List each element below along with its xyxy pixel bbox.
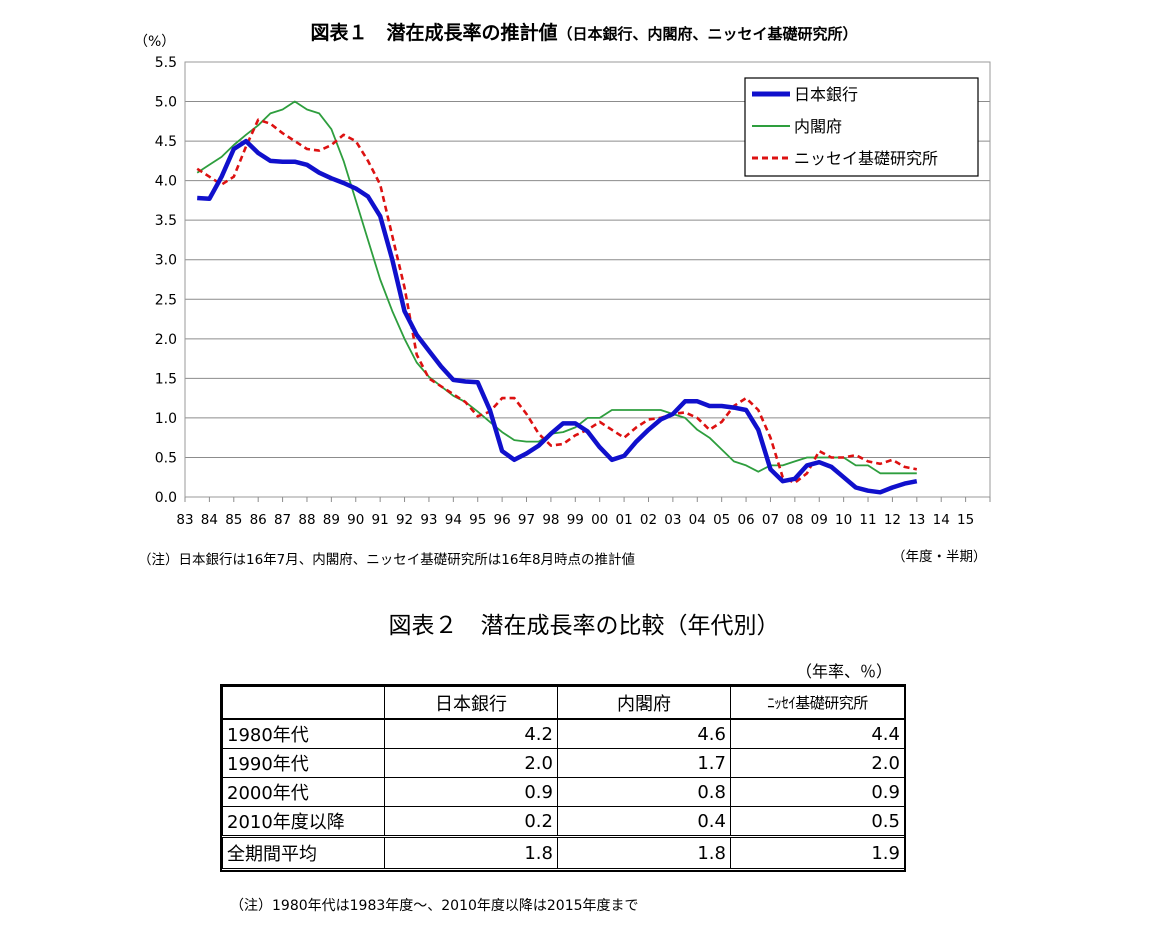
cell-nissay: 2.0 bbox=[730, 748, 905, 778]
legend-label-nissay: ニッセイ基礎研究所 bbox=[794, 149, 938, 168]
y-tick-label: 4.0 bbox=[155, 174, 177, 190]
x-tick-label: 05 bbox=[713, 512, 730, 528]
x-tick-label: 86 bbox=[250, 512, 267, 528]
line-boj bbox=[197, 138, 918, 495]
x-tick-label: 87 bbox=[274, 512, 291, 528]
y-tick-label: 2.0 bbox=[155, 332, 177, 348]
x-tick-label: 98 bbox=[542, 512, 559, 528]
cell-boj: 4.2 bbox=[384, 718, 558, 749]
x-tick-label: 84 bbox=[201, 512, 218, 528]
x-tick-label: 95 bbox=[469, 512, 486, 528]
cell-boj: 0.9 bbox=[384, 777, 558, 807]
y-unit-label: （%） bbox=[134, 34, 175, 50]
x-tick-label: 08 bbox=[786, 512, 803, 528]
y-axis-ticks: 0.0 0.5 1.0 1.5 2.0 2.5 3.0 3.5 4.0 4.5 5.0 5.5 bbox=[155, 55, 177, 506]
cell-boj: 2.0 bbox=[384, 748, 558, 778]
line-nissay bbox=[196, 118, 918, 485]
table-unit: （年率、％） bbox=[796, 662, 893, 681]
cell-nissay: 1.9 bbox=[730, 835, 905, 869]
x-tick-label: 89 bbox=[323, 512, 340, 528]
x-tick-label: 94 bbox=[445, 512, 462, 528]
y-tick-label: 3.5 bbox=[155, 213, 177, 229]
x-tick-label: 85 bbox=[225, 512, 242, 528]
y-tick-label: 4.5 bbox=[155, 134, 177, 150]
x-tick-label: 90 bbox=[347, 512, 364, 528]
header-boj: 日本銀行 bbox=[384, 686, 558, 720]
table-row: 1980年代 4.2 4.6 4.4 bbox=[222, 718, 905, 749]
x-tick-label: 88 bbox=[298, 512, 315, 528]
chart1-title: 図表１ 潜在成長率の推計値（日本銀行、内閣府、ニッセイ基礎研究所） bbox=[0, 18, 1168, 45]
y-tick-label: 0.0 bbox=[155, 490, 177, 506]
comparison-table-frame: 日本銀行 内閣府 ﾆｯｾｲ基礎研究所 1980年代 4.2 4.6 4.4 19… bbox=[220, 684, 906, 872]
x-tick-label: 97 bbox=[518, 512, 535, 528]
row-label: 2010年度以降 bbox=[222, 806, 385, 837]
x-tick-label: 14 bbox=[933, 512, 950, 528]
header-nissay: ﾆｯｾｲ基礎研究所 bbox=[730, 686, 905, 720]
x-tick-label: 92 bbox=[396, 512, 413, 528]
x-tick-label: 93 bbox=[420, 512, 437, 528]
x-tick-label: 99 bbox=[567, 512, 584, 528]
y-tick-label: 5.0 bbox=[155, 95, 177, 111]
x-tick-label: 10 bbox=[835, 512, 852, 528]
chart1-title-main: 図表１ 潜在成長率の推計値 bbox=[310, 22, 558, 44]
cell-nissay: 4.4 bbox=[730, 718, 905, 749]
y-tick-label: 0.5 bbox=[155, 450, 177, 466]
x-tick-label: 03 bbox=[664, 512, 681, 528]
row-label: 1990年代 bbox=[222, 748, 385, 778]
potential-growth-line-chart: （%） 0.0 0.5 1.0 1.5 2.0 2.5 3.0 3.5 4.0 4.5 5.0 5.5… bbox=[134, 34, 991, 528]
cell-cabinet: 0.4 bbox=[557, 806, 731, 837]
y-tick-label: 2.5 bbox=[155, 292, 177, 308]
y-tick-label: 5.5 bbox=[155, 55, 177, 71]
x-tick-label: 91 bbox=[372, 512, 389, 528]
table-note: （注）1980年代は1983年度～、2010年度以降は2015年度まで bbox=[230, 898, 639, 914]
cell-cabinet: 0.8 bbox=[557, 777, 731, 807]
plot-area bbox=[184, 61, 991, 498]
x-tick-label: 01 bbox=[615, 512, 632, 528]
cell-cabinet: 1.8 bbox=[557, 835, 731, 869]
y-tick-label: 3.0 bbox=[155, 253, 177, 269]
table-row: 1990年代 2.0 1.7 2.0 bbox=[222, 748, 905, 778]
x-tick-label: 12 bbox=[884, 512, 901, 528]
cell-nissay: 0.9 bbox=[730, 777, 905, 807]
x-tick-label: 15 bbox=[957, 512, 974, 528]
x-tick-label: 83 bbox=[176, 512, 193, 528]
x-tick-label: 02 bbox=[640, 512, 657, 528]
x-axis-ticks: 83 84 85 86 87 88 89 90 91 92 93 94 95 96 97 98 99 00 01 02… bbox=[176, 497, 991, 528]
y-tick-label: 1.0 bbox=[155, 411, 177, 427]
y-tick-label: 1.5 bbox=[155, 371, 177, 387]
x-unit-label: （年度・半期） bbox=[892, 549, 987, 565]
cell-cabinet: 4.6 bbox=[557, 718, 731, 749]
table-row-average: 全期間平均 1.8 1.8 1.9 bbox=[222, 835, 905, 869]
x-tick-label: 07 bbox=[762, 512, 779, 528]
x-tick-label: 13 bbox=[908, 512, 925, 528]
cell-boj: 1.8 bbox=[384, 835, 558, 869]
chart1-note: （注）日本銀行は16年7月、内閣府、ニッセイ基礎研究所は16年8月時点の推計値 bbox=[138, 552, 636, 568]
chart2-title: 図表２ 潜在成長率の比較（年代別） bbox=[388, 613, 780, 639]
x-tick-label: 06 bbox=[737, 512, 754, 528]
series-lines bbox=[196, 100, 918, 495]
legend-label-cabinet: 内閣府 bbox=[794, 117, 842, 136]
table-row: 2010年度以降 0.2 0.4 0.5 bbox=[222, 806, 905, 837]
x-tick-label: 11 bbox=[859, 512, 876, 528]
x-tick-label: 96 bbox=[494, 512, 511, 528]
cell-boj: 0.2 bbox=[384, 806, 558, 837]
line-cabinet bbox=[196, 100, 917, 475]
chart-legend: 日本銀行 内閣府 ニッセイ基礎研究所 bbox=[744, 77, 979, 177]
comparison-table: 日本銀行 内閣府 ﾆｯｾｲ基礎研究所 1980年代 4.2 4.6 4.4 19… bbox=[222, 686, 905, 869]
table-header-row: 日本銀行 内閣府 ﾆｯｾｲ基礎研究所 bbox=[222, 686, 905, 720]
row-label: 1980年代 bbox=[222, 718, 385, 749]
x-tick-label: 09 bbox=[811, 512, 828, 528]
cell-nissay: 0.5 bbox=[730, 806, 905, 837]
x-tick-label: 00 bbox=[591, 512, 608, 528]
chart1-title-sub: （日本銀行、内閣府、ニッセイ基礎研究所） bbox=[557, 25, 858, 43]
row-label: 全期間平均 bbox=[222, 835, 385, 869]
header-blank bbox=[222, 686, 385, 720]
header-cabinet: 内閣府 bbox=[557, 686, 731, 720]
row-label: 2000年代 bbox=[222, 777, 385, 807]
cell-cabinet: 1.7 bbox=[557, 748, 731, 778]
table-row: 2000年代 0.9 0.8 0.9 bbox=[222, 777, 905, 807]
x-tick-label: 04 bbox=[689, 512, 706, 528]
legend-label-boj: 日本銀行 bbox=[794, 85, 858, 104]
